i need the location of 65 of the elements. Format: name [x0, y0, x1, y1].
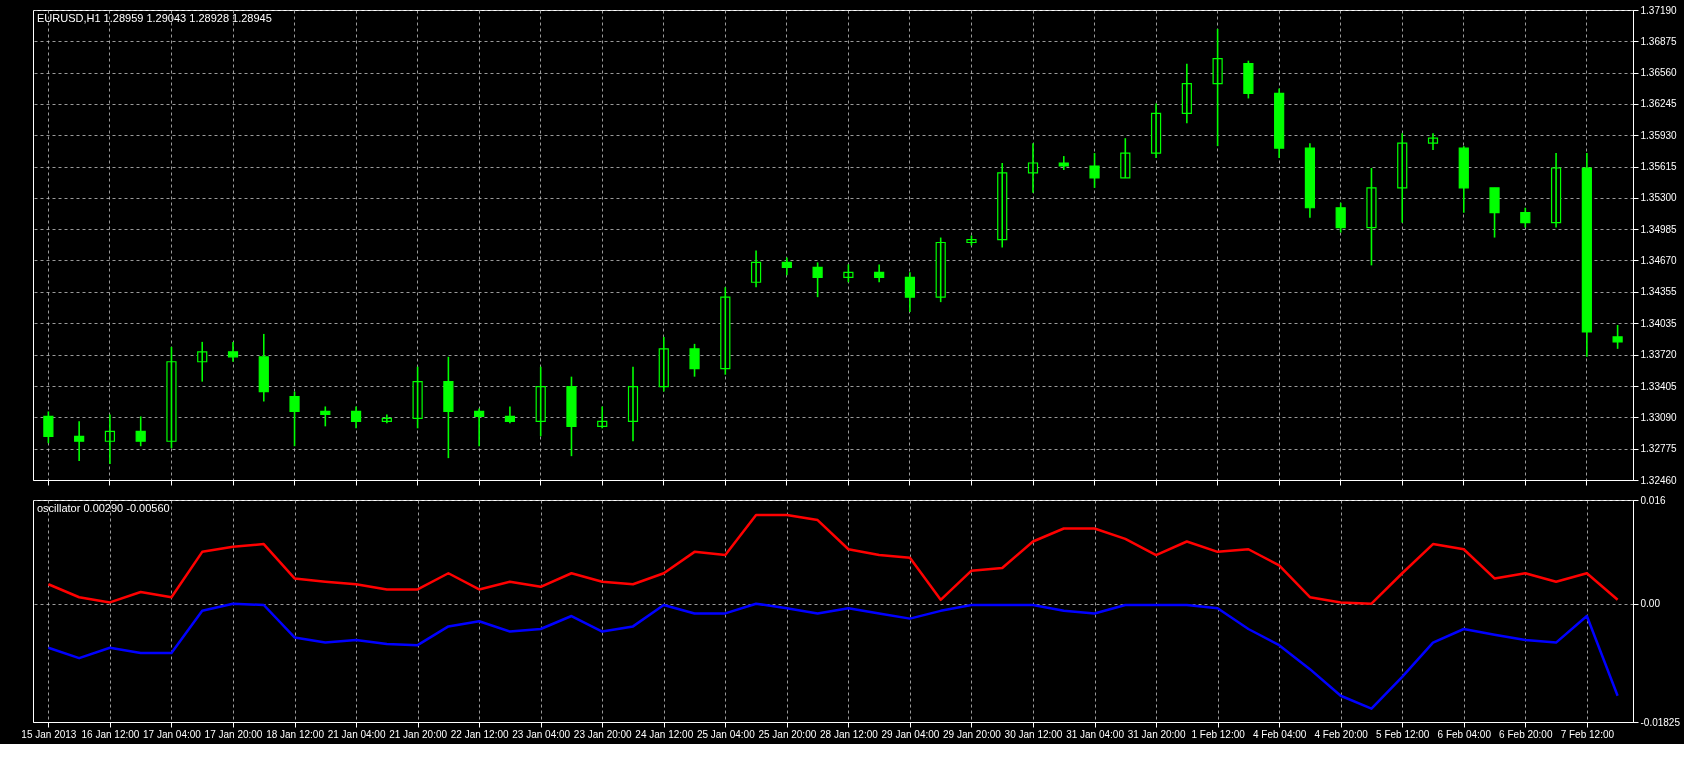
- y-tick-label: 0.016: [1640, 494, 1666, 506]
- x-tick-label: 6 Feb 20:00: [1499, 728, 1553, 740]
- line-series: [47, 513, 1619, 605]
- y-tick-label: 1.34355: [1640, 286, 1678, 298]
- y-tick-label: 1.33090: [1640, 411, 1678, 423]
- line-series: [47, 602, 1619, 710]
- y-tick-label: -0.01825: [1640, 716, 1681, 728]
- y-tick-label: 1.35930: [1640, 129, 1678, 141]
- x-tick-label: 16 Jan 12:00: [81, 728, 140, 740]
- x-tick-label: 21 Jan 04:00: [327, 728, 386, 740]
- x-tick-label: 1 Feb 12:00: [1191, 728, 1246, 740]
- y-tick-label: 1.32460: [1640, 474, 1678, 486]
- x-tick-label: 17 Jan 04:00: [143, 728, 202, 740]
- x-tick-label: 31 Jan 04:00: [1066, 728, 1125, 740]
- candlestick: [1089, 152, 1100, 189]
- candlestick: [1120, 137, 1131, 179]
- chart-title: oscillator 0.00290 -0.00560: [37, 502, 170, 514]
- candlestick: [812, 261, 823, 298]
- candlestick: [166, 346, 177, 449]
- y-tick-label: 1.36560: [1640, 67, 1678, 79]
- x-tick-label: 22 Jan 12:00: [450, 728, 510, 740]
- chart-title: EURUSD,H1 1.28959 1.29043 1.28928 1.28945: [37, 12, 272, 24]
- y-tick-label: 1.36875: [1640, 35, 1678, 47]
- x-tick-label: 29 Jan 20:00: [943, 728, 1002, 740]
- x-tick-label: 21 Jan 20:00: [389, 728, 448, 740]
- candlestick: [566, 375, 577, 457]
- y-tick-label: 1.34985: [1640, 223, 1678, 235]
- x-tick-label: 30 Jan 12:00: [1004, 728, 1063, 740]
- y-tick-label: 1.35300: [1640, 192, 1678, 204]
- y-tick-label: 1.33720: [1640, 349, 1678, 361]
- x-tick-label: 4 Feb 04:00: [1252, 728, 1307, 740]
- y-tick-label: 1.36245: [1640, 98, 1678, 110]
- y-tick-label: 1.32775: [1640, 443, 1678, 455]
- x-tick-label: 23 Jan 20:00: [573, 728, 633, 740]
- x-tick-label: 24 Jan 12:00: [635, 728, 694, 740]
- candlestick: [1366, 167, 1377, 267]
- x-tick-label: 18 Jan 12:00: [266, 728, 325, 740]
- x-tick-label: 25 Jan 20:00: [758, 728, 817, 740]
- x-tick-label: 15 Jan 2013: [21, 728, 77, 740]
- candlestick: [43, 410, 54, 445]
- x-tick-label: 6 Feb 04:00: [1437, 728, 1492, 740]
- candlestick: [1612, 324, 1623, 350]
- x-tick-label: 17 Jan 20:00: [204, 728, 263, 740]
- y-tick-label: 1.37190: [1640, 4, 1678, 16]
- x-tick-label: 4 Feb 20:00: [1314, 728, 1369, 740]
- x-tick-label: 5 Feb 12:00: [1376, 728, 1430, 740]
- candlestick: [443, 355, 454, 459]
- y-tick-label: 1.35615: [1640, 161, 1678, 172]
- candlestick: [689, 343, 700, 378]
- x-tick-label: 23 Jan 04:00: [512, 728, 571, 740]
- y-tick-label: 1.34670: [1640, 254, 1678, 266]
- x-tick-label: 25 Jan 04:00: [696, 728, 756, 740]
- candlestick: [1243, 59, 1254, 100]
- candlestick: [1058, 155, 1069, 171]
- y-tick-label: 1.33405: [1640, 380, 1678, 392]
- y-tick-label: 0.00: [1640, 598, 1661, 610]
- x-tick-label: 28 Jan 12:00: [819, 728, 879, 740]
- candlestick: [1212, 28, 1223, 147]
- x-tick-label: 7 Feb 12:00: [1560, 728, 1615, 740]
- candlestick: [1489, 187, 1500, 239]
- candlestick: [412, 365, 423, 430]
- y-tick-label: 1.34035: [1640, 318, 1678, 329]
- candlestick: [289, 390, 300, 448]
- x-tick-label: 29 Jan 04:00: [881, 728, 940, 740]
- x-tick-label: 31 Jan 20:00: [1127, 728, 1186, 740]
